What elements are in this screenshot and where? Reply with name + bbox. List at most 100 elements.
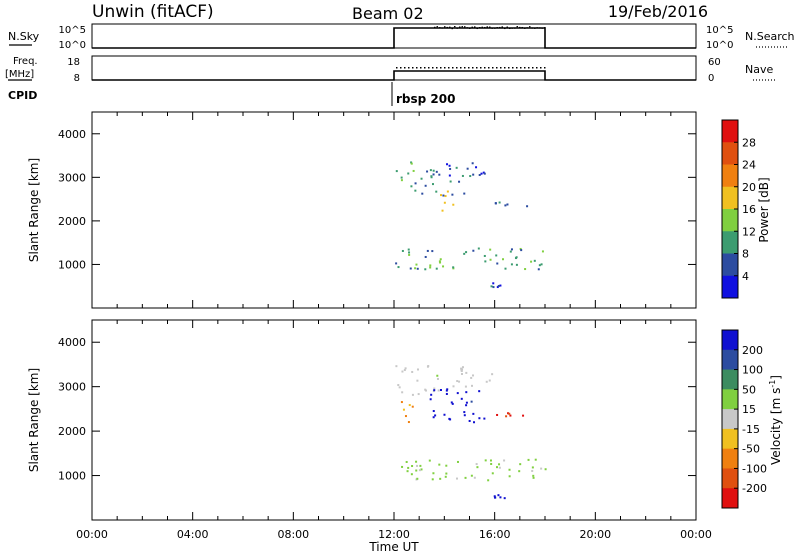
nave-point <box>400 67 402 69</box>
ytick-label: 3000 <box>58 381 86 394</box>
range-cell <box>460 372 463 375</box>
range-cell <box>418 469 421 472</box>
range-cell <box>503 497 506 500</box>
nsearch-point <box>454 26 456 28</box>
range-cell <box>537 268 540 271</box>
range-cell <box>439 388 442 391</box>
velocity-frame <box>91 319 697 521</box>
range-cell <box>472 412 475 415</box>
nsearch-point <box>494 27 496 29</box>
range-cell <box>484 260 487 263</box>
nsearch-point <box>529 26 531 28</box>
range-cell <box>472 249 475 252</box>
range-cell <box>439 261 442 264</box>
range-cell <box>419 464 422 467</box>
range-cell <box>451 402 454 405</box>
nsearch-point <box>506 26 508 28</box>
nave-point <box>480 67 482 69</box>
power-scatter <box>395 161 544 289</box>
range-cell <box>463 192 466 195</box>
range-cell <box>538 264 541 267</box>
nsearch-point <box>534 27 536 29</box>
range-cell <box>408 253 411 256</box>
range-cell <box>492 282 495 285</box>
range-cell <box>415 469 418 472</box>
range-cell <box>432 416 435 419</box>
range-cell <box>495 254 498 257</box>
range-cell <box>438 173 441 176</box>
range-cell <box>505 415 508 418</box>
range-cell <box>464 476 467 479</box>
time-tick-label: 00:00 <box>680 528 712 541</box>
range-cell <box>478 417 481 420</box>
cpid-label: CPID <box>8 89 37 102</box>
colorbar-swatch <box>722 275 738 299</box>
colorbar-swatch <box>722 428 738 450</box>
nsearch-point <box>526 27 528 29</box>
nave-point <box>476 67 478 69</box>
colorbar-tick-label: 28 <box>742 136 756 149</box>
range-cell <box>443 413 446 416</box>
range-cell <box>424 184 427 187</box>
range-cell <box>473 476 476 479</box>
time-tick-label: 16:00 <box>479 528 511 541</box>
nave-point <box>432 67 434 69</box>
velocity-colorbar-swatches <box>722 330 738 509</box>
range-cell <box>449 167 452 170</box>
ytick-label: 4000 <box>58 128 86 141</box>
nsearch-point <box>456 27 458 29</box>
range-cell <box>471 162 474 165</box>
range-cell <box>430 393 433 396</box>
range-cell <box>496 262 499 265</box>
nave-point <box>492 67 494 69</box>
range-cell <box>471 384 474 387</box>
range-cell <box>502 258 505 261</box>
nave-point <box>540 67 542 69</box>
nave-tick-top: 60 <box>708 57 721 68</box>
nsearch-point <box>444 26 446 28</box>
nsearch-point <box>491 27 493 29</box>
velocity-colorbar: 200 100 50 15 -15 -50 -100 -200 Velocity [m s-1… <box>721 329 783 509</box>
range-cell <box>452 203 455 206</box>
colorbar-swatch <box>722 349 738 371</box>
freq-tick-top: 18 <box>67 57 80 68</box>
range-cell <box>480 172 483 175</box>
beam-title: Beam 02 <box>352 4 424 23</box>
range-cell <box>426 249 429 252</box>
range-cell <box>434 414 437 417</box>
station-title: Unwin (fitACF) <box>92 2 214 22</box>
range-cell <box>484 459 487 462</box>
range-cell <box>429 398 432 401</box>
range-cell <box>478 390 481 393</box>
colorbar-tick-label: 100 <box>742 364 763 377</box>
range-cell <box>507 412 510 415</box>
range-cell <box>400 401 403 404</box>
colorbar-swatch <box>722 330 738 351</box>
range-cell <box>411 405 414 408</box>
nave-point <box>496 67 498 69</box>
range-cell <box>504 267 507 270</box>
range-cell <box>410 162 413 165</box>
nsearch-point <box>539 27 541 29</box>
range-cell <box>429 169 432 172</box>
nsearch-point <box>541 27 543 29</box>
range-cell <box>534 458 537 461</box>
velocity-colorbar-label-sup: -1 <box>768 380 777 388</box>
colorbar-swatch <box>722 231 738 254</box>
range-cell <box>448 164 451 167</box>
range-cell <box>463 411 466 414</box>
colorbar-swatch <box>722 468 738 489</box>
time-tick-label: 04:00 <box>177 528 209 541</box>
range-cell <box>533 259 536 262</box>
range-cell <box>476 466 479 469</box>
range-cell <box>426 170 429 173</box>
range-cell <box>456 392 459 395</box>
range-cell <box>472 374 475 377</box>
nave-point <box>448 67 450 69</box>
range-cell <box>494 496 497 499</box>
nsearch-label: N.Search <box>745 30 795 43</box>
ytick-label: 4000 <box>58 336 86 349</box>
range-cell <box>514 257 517 260</box>
nsearch-point <box>441 27 443 29</box>
